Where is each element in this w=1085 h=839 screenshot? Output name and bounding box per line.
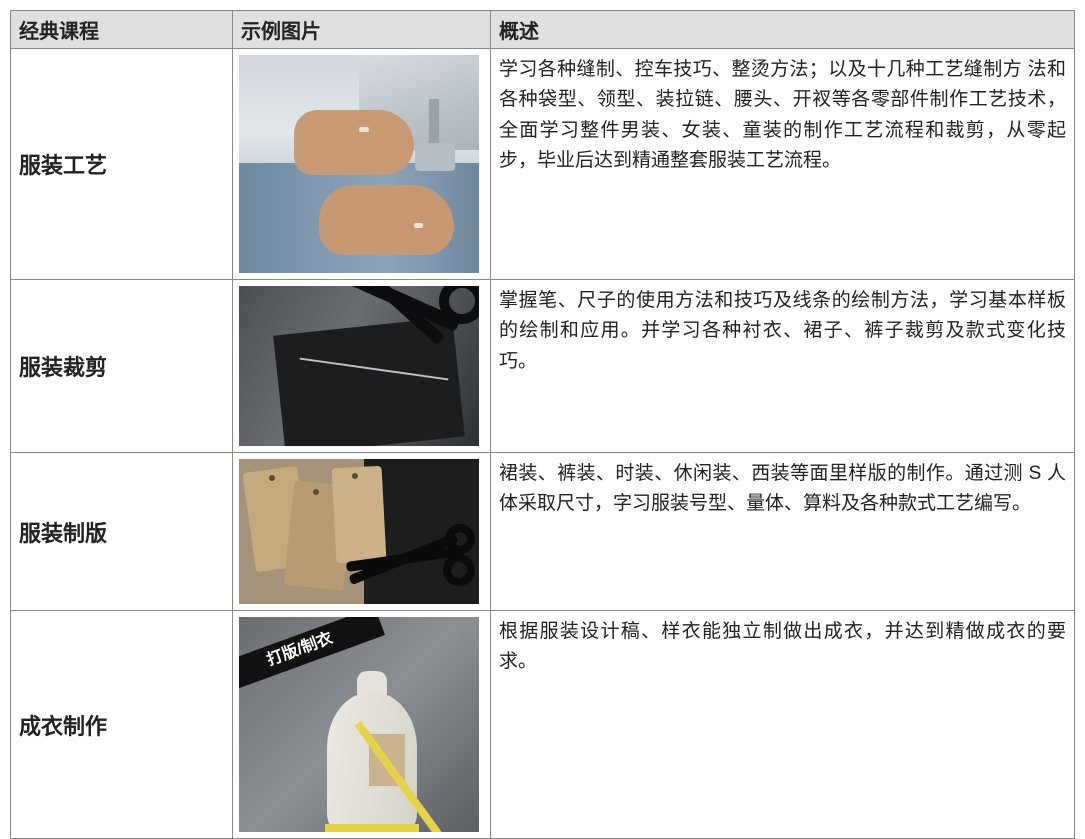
overview-text: 学习各种缝制、控车技巧、整烫方法；以及十几种工艺缝制方 法和各种袋型、领型、装拉… [499,55,1066,177]
overview-text: 掌握笔、尺子的使用方法和技巧及线条的绘制方法，学习基本样板的绘制和应用。并学习各… [499,286,1066,377]
header-course: 经典课程 [11,11,233,49]
course-name-cell: 成衣制作 [11,611,233,839]
table-row: 服装工艺 学习各种缝制、控车技巧、整烫方法；以及十几种工艺缝制方 法和各种袋型、… [11,49,1075,280]
image-cell [233,280,491,453]
image-cell: 打版/制衣 [233,611,491,839]
overview-cell: 根据服装设计稿、样衣能独立制做出成衣，并达到精做成衣的要求。 [491,611,1075,839]
table-row: 成衣制作 打版/制衣 根据服装设计稿、样衣能独立制做出成衣，并达到精做成衣的要求… [11,611,1075,839]
course-name-cell: 服装裁剪 [11,280,233,453]
table-row: 服装裁剪 掌握笔、尺子的使用方法和技巧及线条的绘制方法，学习基本样板的绘制和应用… [11,280,1075,453]
sewing-machine-image [239,55,479,273]
course-name-cell: 服装工艺 [11,49,233,280]
header-overview: 概述 [491,11,1075,49]
overview-text: 裙装、裤装、时装、休闲装、西装等面里样版的制作。通过测 S 人体采取尺寸，字习服… [499,459,1066,520]
overview-text: 根据服装设计稿、样衣能独立制做出成衣，并达到精做成衣的要求。 [499,617,1066,678]
overview-cell: 掌握笔、尺子的使用方法和技巧及线条的绘制方法，学习基本样板的绘制和应用。并学习各… [491,280,1075,453]
course-name-cell: 服装制版 [11,453,233,611]
image-cell [233,49,491,280]
pattern-making-image [239,459,479,604]
overview-cell: 学习各种缝制、控车技巧、整烫方法；以及十几种工艺缝制方 法和各种袋型、领型、装拉… [491,49,1075,280]
mannequin-image: 打版/制衣 [239,617,479,832]
table-header-row: 经典课程 示例图片 概述 [11,11,1075,49]
course-table: 经典课程 示例图片 概述 服装工艺 学习各种缝制、控 [10,10,1075,839]
image-cell [233,453,491,611]
fabric-cutting-image [239,286,479,446]
header-image: 示例图片 [233,11,491,49]
table-row: 服装制版 裙装、裤装、时装、休闲装、西装等面里样版的制作。通过测 S 人体采取尺… [11,453,1075,611]
overview-cell: 裙装、裤装、时装、休闲装、西装等面里样版的制作。通过测 S 人体采取尺寸，字习服… [491,453,1075,611]
